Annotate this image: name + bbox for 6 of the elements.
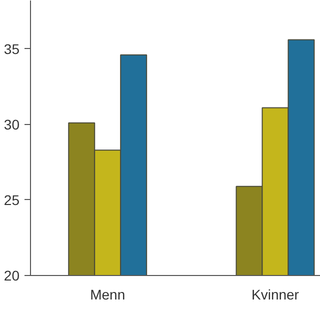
x-tick-label: Menn: [90, 286, 126, 302]
x-tick-label: Kvinner: [252, 286, 300, 302]
y-tick-label: 35: [4, 40, 20, 57]
y-tick-label: 30: [4, 116, 20, 132]
y-tick-label: 20: [4, 268, 20, 284]
y-tick-label: 25: [4, 192, 20, 208]
